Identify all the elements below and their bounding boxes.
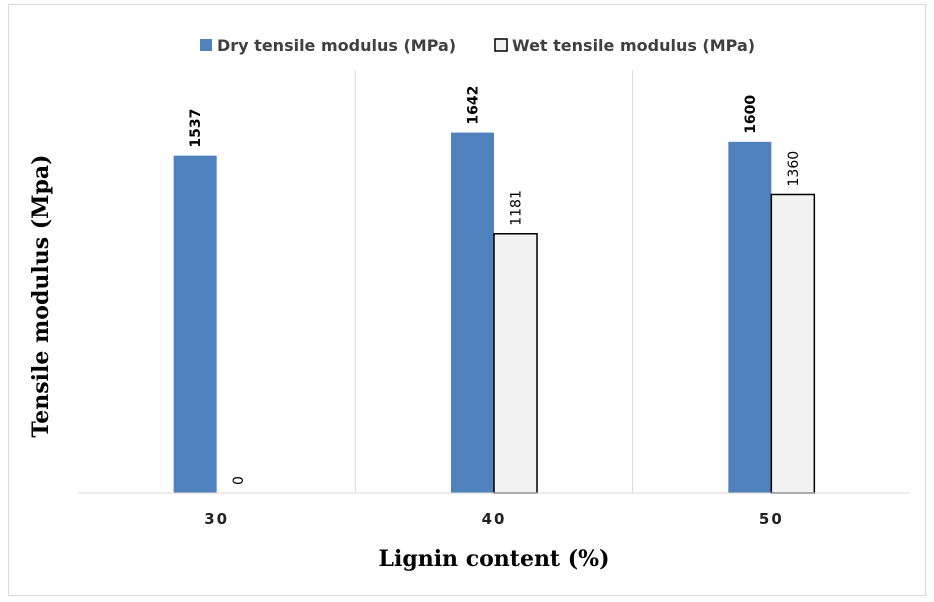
x-tick-50: 50 — [759, 510, 784, 528]
legend-label-wet: Wet tensile modulus (MPa) — [512, 36, 755, 55]
legend-label-dry: Dry tensile modulus (MPa) — [217, 36, 456, 55]
x-tick-labels: 30 40 50 — [204, 510, 784, 528]
label-dry-40: 1642 — [466, 86, 482, 125]
legend: Dry tensile modulus (MPa) Wet tensile mod… — [200, 36, 755, 55]
bar-wet-50 — [770, 193, 816, 494]
bar-dry-50 — [728, 141, 772, 494]
label-wet-50: 1360 — [786, 151, 802, 187]
label-dry-30: 1537 — [188, 109, 204, 148]
grid-lines — [354, 70, 634, 493]
legend-swatch-dry — [200, 39, 212, 51]
y-axis-title: Tensile modulus (Mpa) — [28, 154, 54, 437]
legend-swatch-wet — [494, 38, 508, 52]
x-tick-40: 40 — [482, 510, 507, 528]
label-wet-30: 0 — [231, 476, 247, 485]
bar-wet-40 — [493, 233, 538, 494]
label-dry-50: 1600 — [743, 95, 759, 134]
data-labels: 1537 0 1642 1181 1600 1360 — [188, 86, 802, 485]
x-tick-30: 30 — [204, 510, 229, 528]
bar-dry-30 — [173, 155, 217, 494]
bars — [173, 132, 816, 494]
label-wet-40: 1181 — [509, 190, 525, 226]
bar-dry-40 — [451, 132, 494, 493]
x-axis-title: Lignin content (%) — [379, 546, 610, 572]
